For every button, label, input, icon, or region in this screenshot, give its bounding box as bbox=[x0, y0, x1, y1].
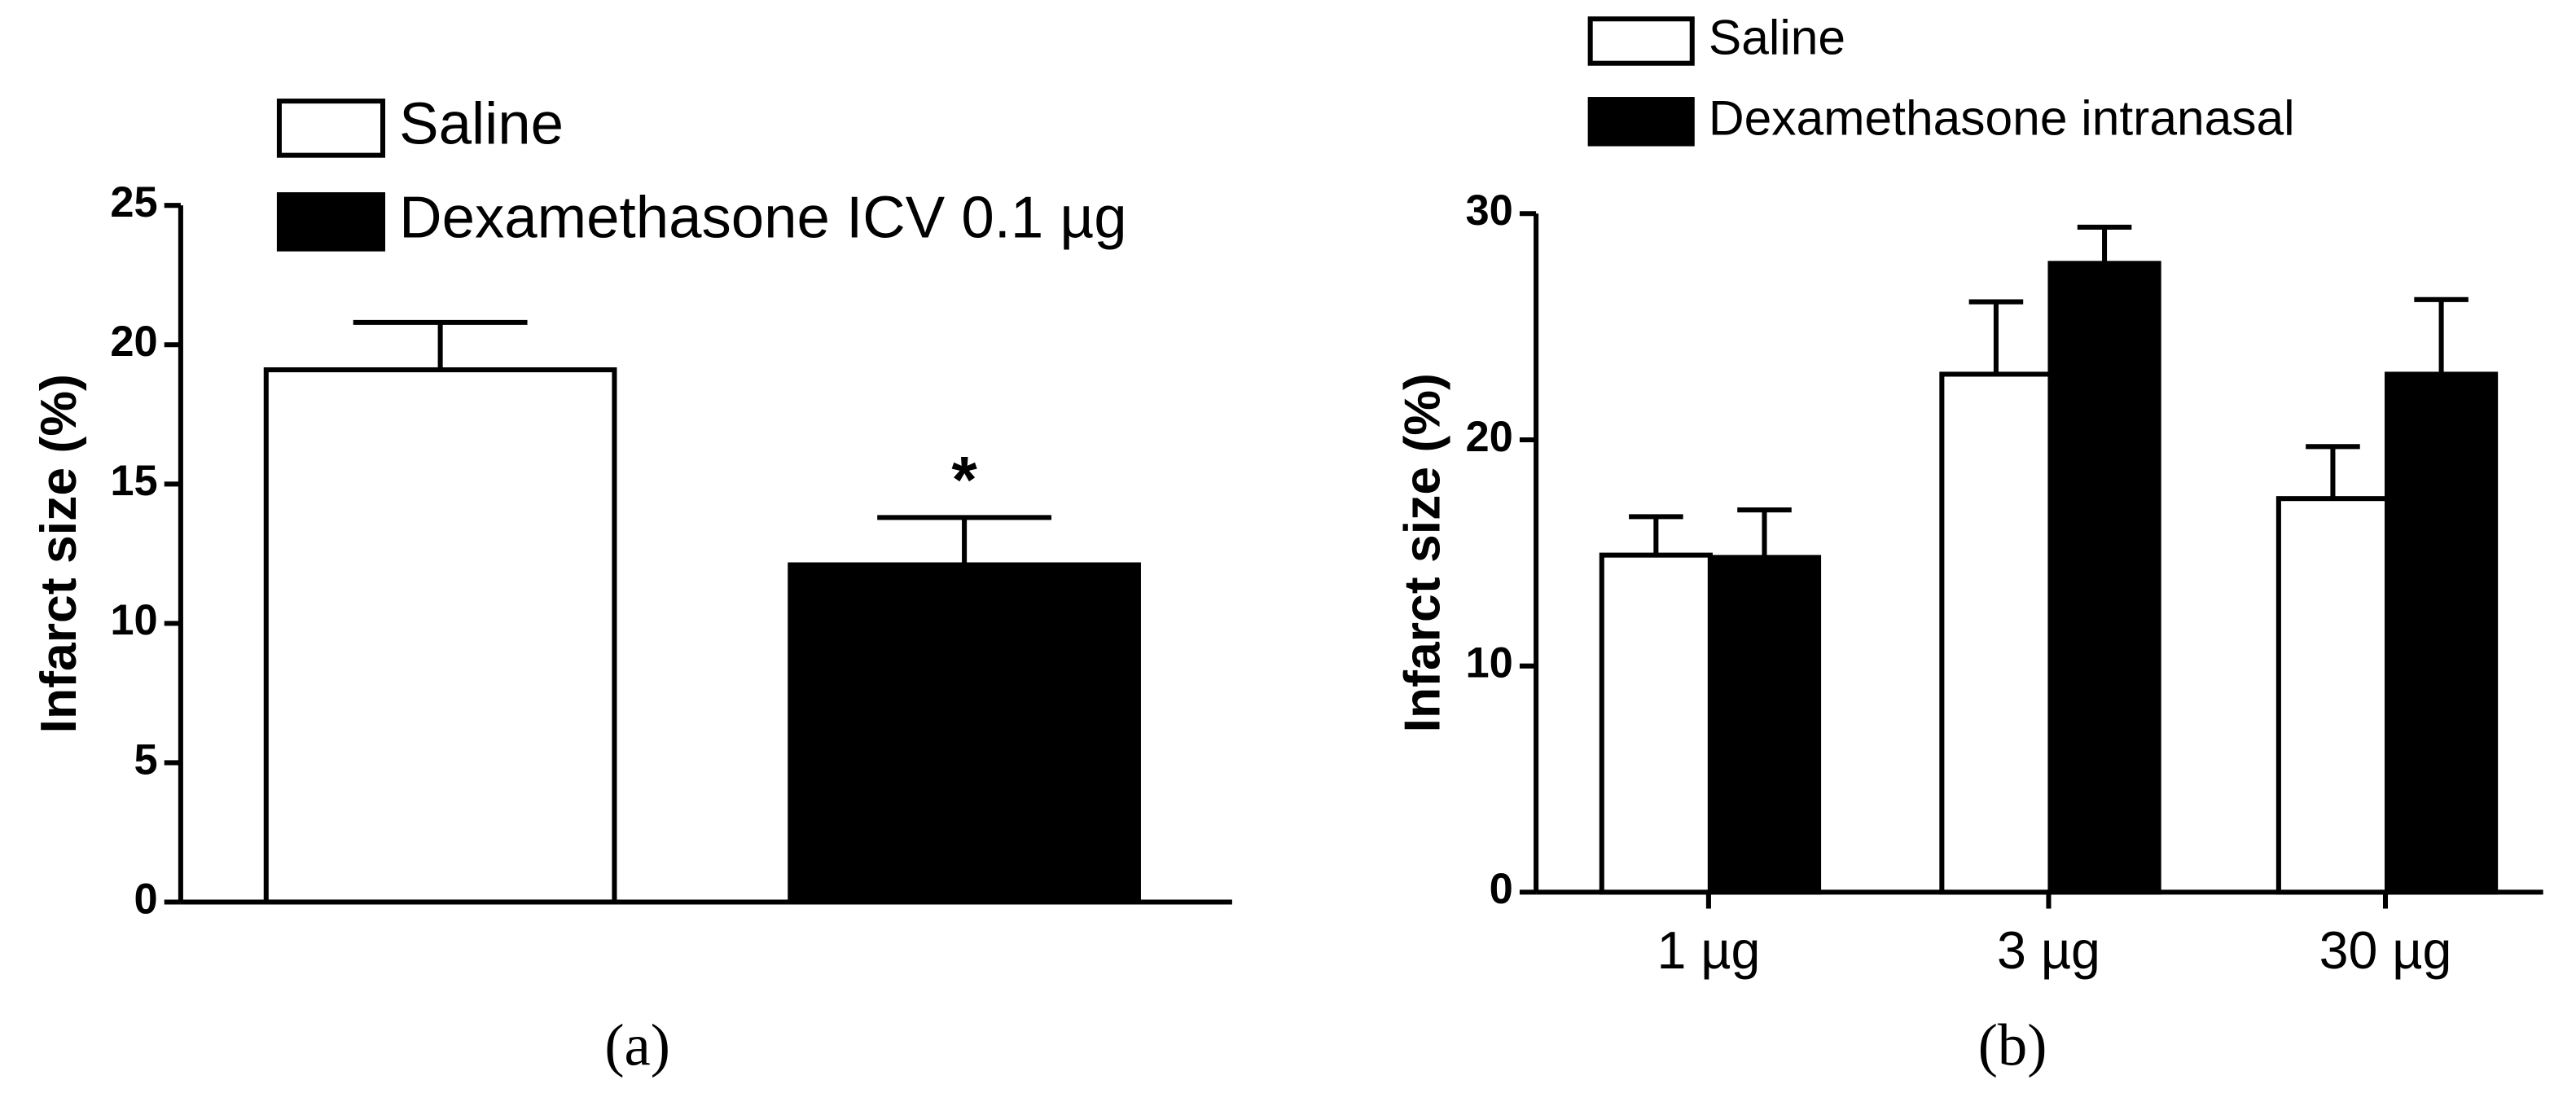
x-tick-label: 1 µg bbox=[1657, 921, 1760, 980]
y-tick-label: 25 bbox=[110, 179, 157, 226]
legend-label: Saline bbox=[399, 91, 564, 157]
bar bbox=[1599, 552, 1713, 895]
bar bbox=[1707, 555, 1822, 895]
y-tick-label: 10 bbox=[1466, 640, 1513, 687]
y-axis-label: Infarct size (%) bbox=[30, 374, 87, 733]
annotation: * bbox=[951, 443, 977, 516]
legend-label: Dexamethasone ICV 0.1 µg bbox=[399, 185, 1126, 251]
y-tick-label: 30 bbox=[1466, 187, 1513, 235]
legend-label: Dexamethasone intranasal bbox=[1709, 90, 2295, 145]
bar bbox=[2275, 496, 2390, 895]
y-tick-label: 15 bbox=[110, 458, 157, 505]
x-tick-label: 3 µg bbox=[1997, 921, 2100, 980]
bar bbox=[788, 562, 1141, 905]
legend-swatch bbox=[1587, 97, 1695, 147]
x-tick-label: 30 µg bbox=[2319, 921, 2452, 980]
legend-swatch bbox=[276, 99, 386, 158]
y-tick-label: 0 bbox=[134, 876, 157, 923]
caption: (a) bbox=[604, 1012, 670, 1078]
legend-swatch bbox=[276, 192, 386, 252]
y-tick-label: 0 bbox=[1490, 866, 1513, 913]
y-tick-label: 20 bbox=[1466, 414, 1513, 461]
y-tick-label: 5 bbox=[134, 736, 157, 784]
bar bbox=[2047, 261, 2161, 895]
y-axis-label: Infarct size (%) bbox=[1393, 373, 1450, 732]
caption: (b) bbox=[1978, 1012, 2047, 1078]
bar bbox=[263, 367, 617, 905]
legend-label: Saline bbox=[1709, 9, 1845, 64]
bar bbox=[2384, 371, 2499, 895]
legend-swatch bbox=[1587, 16, 1695, 66]
y-tick-label: 10 bbox=[110, 597, 157, 644]
bar bbox=[1939, 371, 2053, 895]
y-tick-label: 20 bbox=[110, 318, 157, 366]
